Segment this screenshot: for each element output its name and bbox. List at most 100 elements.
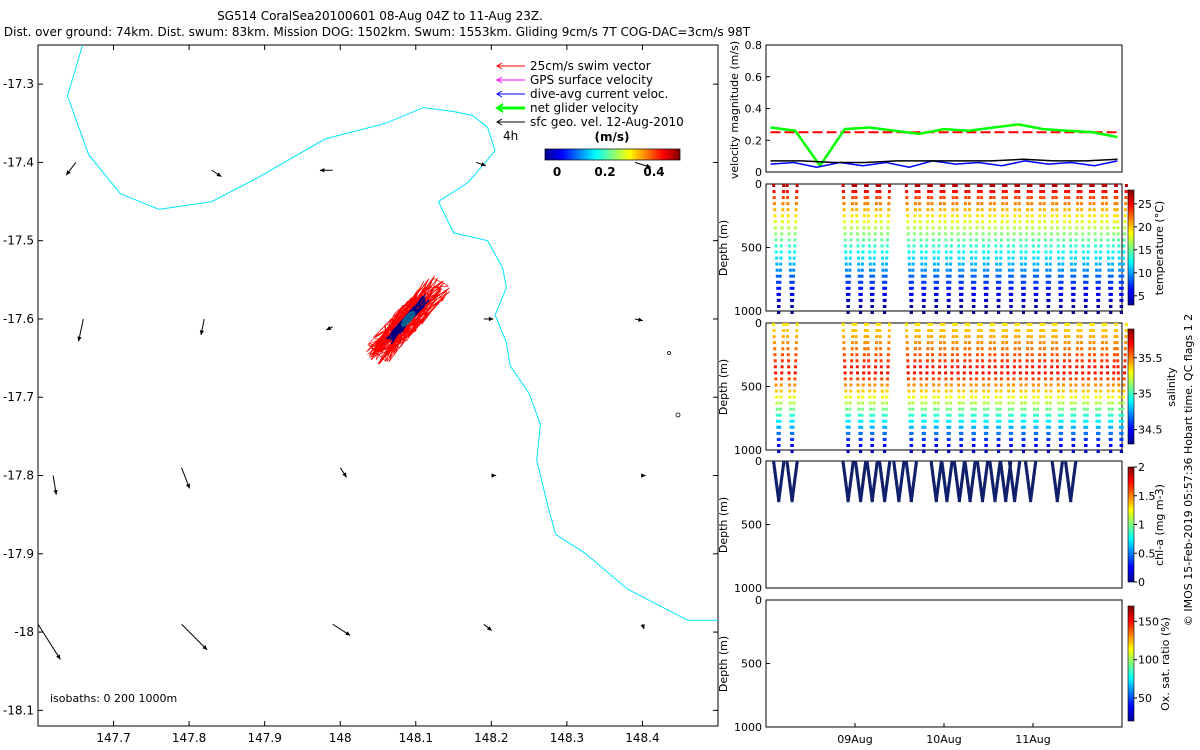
profile-point [1027, 486, 1031, 490]
profile-point [950, 220, 954, 224]
profile-point [1097, 437, 1101, 441]
profile-point [956, 377, 960, 381]
profile-point [847, 491, 851, 495]
profile-point [968, 220, 972, 224]
profile-point [947, 482, 951, 486]
profile-point [1107, 413, 1111, 417]
profile-point [1017, 335, 1021, 339]
profile-point [1069, 238, 1072, 242]
profile-point [978, 482, 982, 486]
profile-point [931, 220, 935, 224]
profile-point [905, 329, 909, 332]
profile-point [780, 220, 784, 224]
profile-point [1057, 488, 1061, 492]
profile-point [936, 419, 939, 423]
profile-point [873, 232, 877, 236]
profile-point [887, 464, 891, 468]
profile-point [955, 196, 959, 200]
profile-point [1082, 274, 1086, 278]
profile-point [981, 226, 985, 230]
profile-point [990, 477, 994, 481]
profile-point [937, 481, 941, 484]
profile-point [1088, 341, 1092, 345]
profile-point [1050, 347, 1054, 351]
profile-point [1009, 450, 1013, 453]
profile-point [1066, 479, 1070, 483]
profile-point [905, 466, 909, 470]
profile-point [1035, 292, 1039, 296]
profile-point [954, 190, 958, 193]
profile-point [841, 323, 845, 326]
velocity-line [770, 160, 1118, 168]
profile-point [983, 286, 987, 290]
profile-point [849, 389, 852, 393]
profile-ytick-label: 1000 [734, 444, 762, 457]
profile-point [849, 481, 852, 484]
colorbar-tick-label: 50 [1138, 692, 1152, 705]
profile-point [1112, 365, 1116, 369]
profile-point [911, 484, 915, 488]
profile-point [1007, 477, 1010, 481]
profile-point [779, 395, 783, 399]
profile-point [991, 486, 995, 490]
profile-point [866, 466, 870, 470]
profile-point [971, 481, 974, 484]
profile-point [856, 232, 859, 236]
profile-point [972, 431, 976, 435]
profile-point [1024, 462, 1028, 466]
profile-point [1006, 226, 1010, 230]
profile-point [1031, 238, 1035, 242]
profile-point [1038, 353, 1042, 357]
profile-point [940, 461, 944, 464]
profile-point [973, 268, 977, 272]
profile-point [1034, 305, 1038, 308]
profile-point [1069, 244, 1073, 248]
profile-point [1026, 335, 1030, 339]
profile-point [792, 256, 796, 260]
profile-point [977, 473, 981, 477]
profile-point [868, 383, 872, 387]
profile-point [981, 499, 984, 503]
profile-point [1047, 431, 1051, 435]
profile-point [1093, 359, 1097, 363]
profile-point [855, 365, 859, 369]
profile-point [776, 286, 780, 290]
profile-point [875, 462, 879, 466]
profile-point [1110, 407, 1114, 411]
profile-point [925, 220, 929, 224]
profile-point [1034, 450, 1038, 453]
profile-point [987, 250, 990, 254]
profile-point [994, 244, 998, 248]
colorbar-tick-label: 20 [1138, 221, 1152, 234]
profile-point [781, 468, 785, 472]
profile-point [959, 486, 963, 490]
profile-point [791, 419, 795, 423]
profile-point [786, 347, 790, 351]
profile-point [1113, 335, 1117, 339]
profile-point [1023, 407, 1027, 411]
profile-point [788, 244, 791, 248]
profile-point [968, 208, 972, 212]
profile-point [987, 371, 991, 375]
profile-point [1099, 383, 1103, 387]
profile-point [997, 292, 1001, 296]
profile-point [895, 481, 898, 484]
profile-point [843, 377, 847, 381]
profile-point [939, 335, 943, 339]
profile-point [1016, 470, 1020, 474]
profile-point [923, 280, 927, 284]
profile-point [984, 450, 988, 453]
oxygen-axes-box [765, 599, 1123, 728]
profile-point [1017, 202, 1021, 206]
profile-point [1109, 298, 1113, 302]
profile-point [862, 226, 866, 230]
profile-point [857, 484, 861, 488]
profile-point [1034, 437, 1038, 441]
profile-point [1019, 244, 1023, 248]
profile-point [905, 335, 909, 339]
profile-point [993, 359, 997, 363]
profile-point [1011, 395, 1015, 399]
profile-point [908, 413, 912, 417]
profile-point [1048, 268, 1052, 272]
